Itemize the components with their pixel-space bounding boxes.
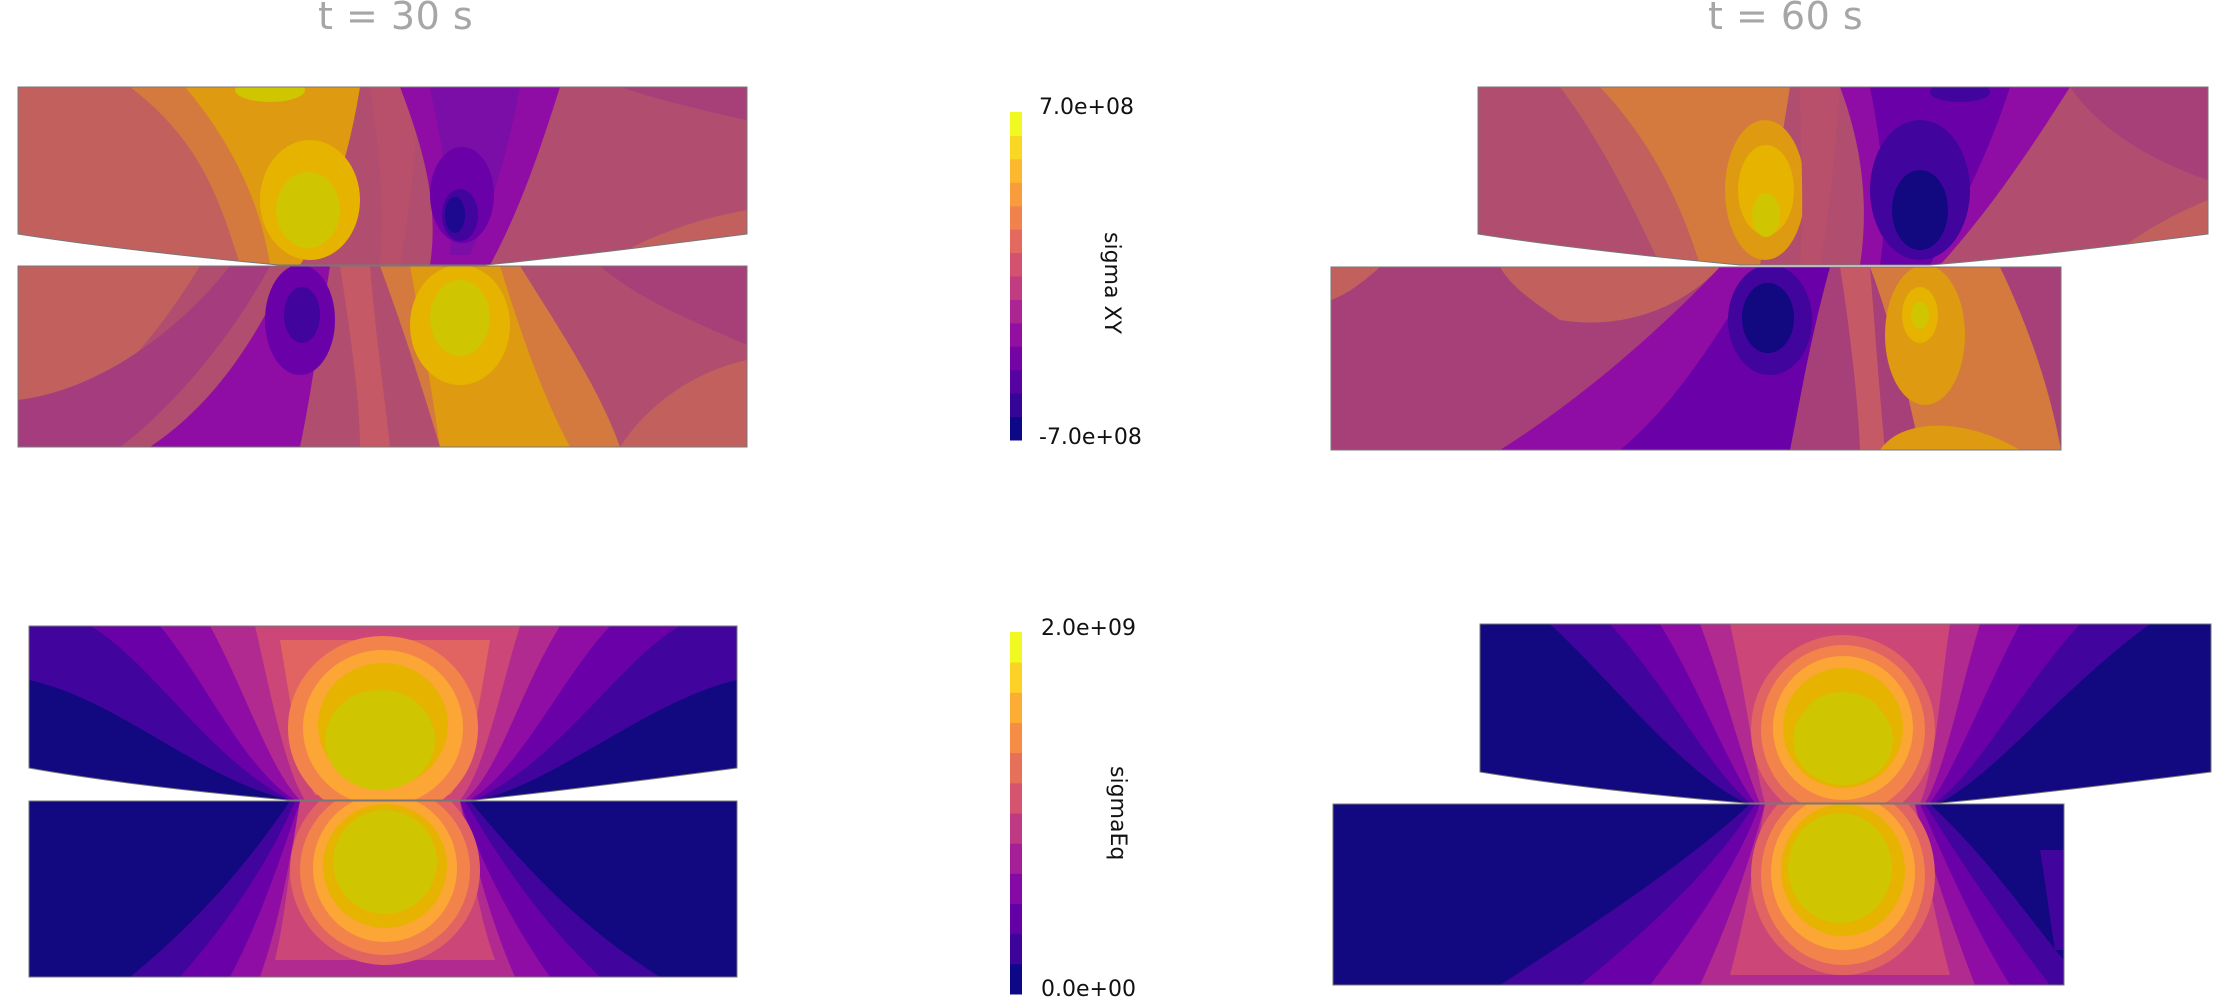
time-label-left: t = 30 s bbox=[318, 0, 474, 38]
colorbar-sigma-xy-level-8 bbox=[1010, 229, 1022, 254]
colorbar-sigma-xy-min-label: -7.0e+08 bbox=[1039, 425, 1142, 450]
colorbar-sigma-eq-level-10 bbox=[1010, 662, 1022, 693]
colorbar-sigma-xy-level-1 bbox=[1010, 393, 1022, 418]
sigmaxy-t30-upper-block bbox=[18, 87, 747, 265]
time-label-right: t = 60 s bbox=[1708, 0, 1864, 38]
sigmaeq-t60-upper-block bbox=[1480, 624, 2211, 803]
colorbar-sigma-eq-level-4 bbox=[1010, 843, 1022, 874]
colorbar-sigma-eq-level-1 bbox=[1010, 933, 1022, 965]
colorbar-sigma-xy-max-label: 7.0e+08 bbox=[1039, 95, 1134, 120]
colorbar-sigma-eq-level-2 bbox=[1010, 903, 1022, 935]
colorbar-sigma-xy-level-12 bbox=[1010, 135, 1022, 160]
colorbar-sigma-xy-level-0 bbox=[1010, 416, 1022, 441]
colorbar-sigma-xy-level-5 bbox=[1010, 299, 1022, 324]
colorbar-sigma-eq-level-6 bbox=[1010, 782, 1022, 814]
sigmaeq-t30-lower-block bbox=[29, 801, 737, 977]
colorbar-sigma-xy-level-2 bbox=[1010, 369, 1022, 394]
colorbar-sigma-eq-min-label: 0.0e+00 bbox=[1041, 977, 1136, 1002]
colorbar-sigma-eq-level-8 bbox=[1010, 722, 1022, 754]
colorbar-sigma-xy-title: sigma XY bbox=[1099, 232, 1124, 334]
colorbar-sigma-eq-level-9 bbox=[1010, 692, 1022, 723]
colorbar-sigma-eq-level-0 bbox=[1010, 963, 1022, 995]
colorbar-sigma-eq-level-7 bbox=[1010, 752, 1022, 784]
sigmaxy-t60-upper-block bbox=[1478, 87, 2208, 265]
colorbar-sigma-xy-level-3 bbox=[1010, 346, 1022, 371]
colorbar-sigma-xy bbox=[1010, 112, 1022, 441]
colorbar-sigma-xy-level-13 bbox=[1010, 112, 1022, 136]
colorbar-sigma-xy-level-11 bbox=[1010, 158, 1022, 183]
sigmaeq-t60-lower-block bbox=[1333, 804, 2064, 985]
colorbar-sigma-xy-level-4 bbox=[1010, 322, 1022, 347]
colorbar-sigma-eq-max-label: 2.0e+09 bbox=[1041, 616, 1136, 641]
sigmaxy-t30-lower-block bbox=[18, 266, 747, 447]
colorbar-sigma-eq-level-5 bbox=[1010, 813, 1022, 844]
colorbar-sigma-eq-level-11 bbox=[1010, 632, 1022, 663]
sigmaeq-t30-upper-block bbox=[29, 626, 737, 800]
colorbar-sigma-xy-level-10 bbox=[1010, 182, 1022, 207]
colorbar-sigma-xy-level-7 bbox=[1010, 252, 1022, 277]
colorbar-sigma-xy-level-9 bbox=[1010, 205, 1022, 230]
colorbar-sigma-eq-title: sigmaEq bbox=[1105, 766, 1130, 861]
sigmaxy-t60-lower-block bbox=[1331, 267, 2061, 450]
colorbar-sigma-eq bbox=[1010, 632, 1022, 995]
colorbar-sigma-eq-level-3 bbox=[1010, 873, 1022, 904]
colorbar-sigma-xy-level-6 bbox=[1010, 276, 1022, 300]
